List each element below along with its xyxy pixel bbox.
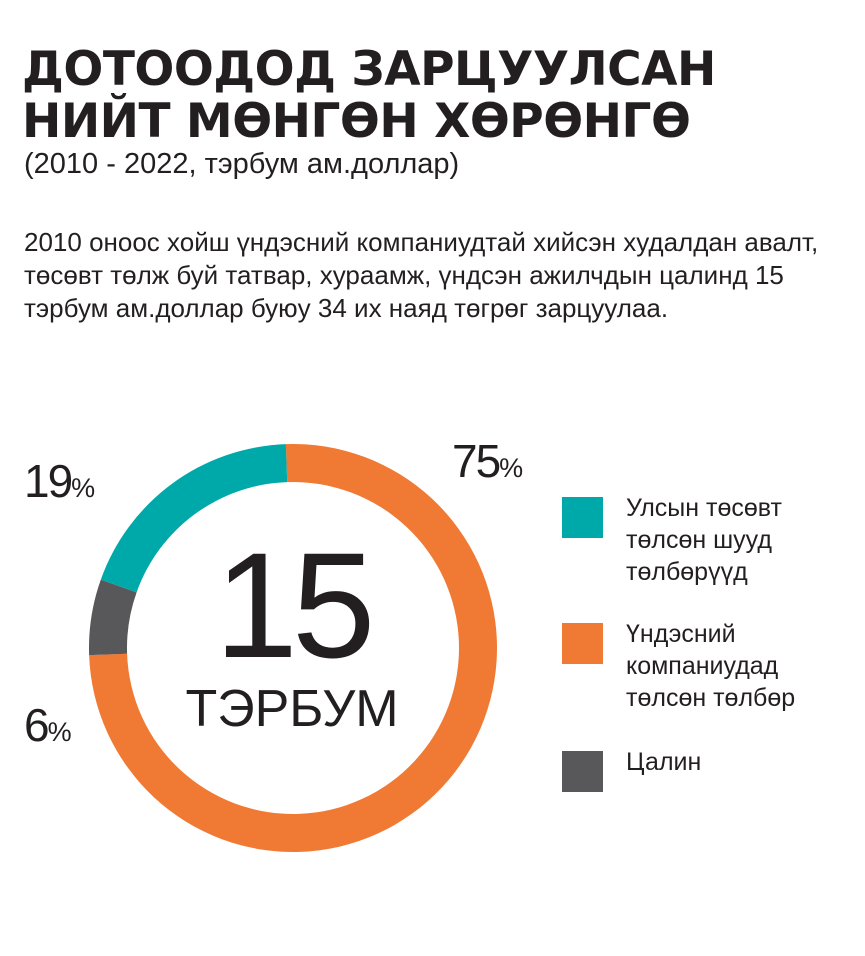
center-total-unit: ТЭРБУМ <box>185 680 399 738</box>
slice-label-salary: 6% <box>24 699 72 751</box>
slice-label-national-companies: 75% <box>452 435 524 487</box>
legend-swatch-national-companies <box>562 623 603 664</box>
donut-slice-state-budget <box>100 444 288 593</box>
intro-paragraph: 2010 оноос хойш үндэсний компаниудтай хи… <box>24 227 819 323</box>
legend-swatch-salary <box>562 751 603 792</box>
donut-chart-svg <box>89 444 497 852</box>
legend-label-salary: Цалин <box>626 748 702 776</box>
legend-swatch-state-budget <box>562 497 603 538</box>
page-title: ДОТООДОД ЗАРЦУУЛСАН НИЙТ МӨНГӨН ХӨРӨНГӨ <box>22 42 716 149</box>
center-total-value: 15 <box>214 521 376 689</box>
legend-label-state-budget: Улсын төсөвт төлсөн шууд төлбөрүүд <box>626 494 782 586</box>
page-subtitle: (2010 - 2022, тэрбум ам.доллар) <box>24 148 460 180</box>
donut-chart: 75% 6% 19% 15 ТЭРБУМ Улсын төсөвт төлсөн… <box>0 400 865 900</box>
slice-label-state-budget: 19% <box>24 455 96 507</box>
donut-slice-salary <box>89 579 137 656</box>
legend-label-national-companies: Үндэсний компаниудад төлсөн төлбөр <box>626 620 796 712</box>
